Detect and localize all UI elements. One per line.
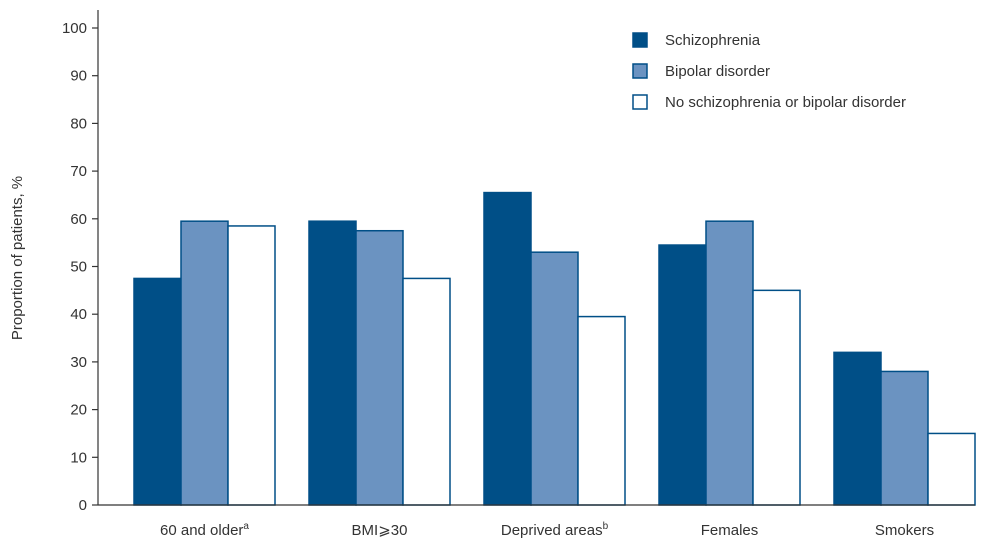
y-axis-title: Proportion of patients, % bbox=[9, 176, 26, 340]
bar-schizophrenia-4 bbox=[833, 351, 882, 506]
legend-swatch bbox=[632, 94, 648, 110]
x-category-label: BMI⩾30 bbox=[352, 522, 408, 539]
legend-swatch bbox=[632, 32, 648, 48]
bar-no-schizophrenia-or-bipolar-disorder-0 bbox=[227, 225, 276, 506]
bar-bipolar-disorder-2 bbox=[530, 251, 579, 506]
bar-schizophrenia-1 bbox=[308, 220, 357, 506]
bar-bipolar-disorder-1 bbox=[355, 229, 404, 506]
bar-schizophrenia-3 bbox=[658, 244, 707, 506]
bar-bipolar-disorder-4 bbox=[880, 370, 929, 506]
legend-label: Schizophrenia bbox=[665, 32, 761, 49]
bar-bipolar-disorder-0 bbox=[180, 220, 229, 506]
y-tick-label: 90 bbox=[70, 68, 87, 85]
x-category-label: Deprived areasb bbox=[501, 521, 609, 539]
bar-no-schizophrenia-or-bipolar-disorder-2 bbox=[577, 315, 626, 506]
x-axis: 60 and oldera BMI⩾30 Deprived areasb Female… bbox=[98, 504, 975, 539]
y-tick-label: 60 bbox=[70, 211, 87, 228]
bar-no-schizophrenia-or-bipolar-disorder-4 bbox=[927, 432, 976, 506]
bar-no-schizophrenia-or-bipolar-disorder-1 bbox=[402, 277, 451, 506]
y-tick-label: 50 bbox=[70, 259, 87, 276]
legend-swatch bbox=[632, 63, 648, 79]
y-tick-label: 10 bbox=[70, 449, 87, 466]
y-tick-label: 30 bbox=[70, 354, 87, 371]
bar-no-schizophrenia-or-bipolar-disorder-3 bbox=[752, 289, 801, 506]
y-tick-label: 0 bbox=[79, 497, 87, 514]
y-tick-label: 20 bbox=[70, 402, 87, 419]
x-category-label: 60 and oldera bbox=[160, 521, 249, 539]
y-tick-label: 100 bbox=[62, 20, 87, 37]
x-category-label: Females bbox=[701, 522, 759, 539]
y-axis: 0 10 20 30 40 50 60 70 80 90 100 bbox=[62, 10, 99, 514]
bar-schizophrenia-0 bbox=[133, 277, 182, 506]
y-tick-label: 40 bbox=[70, 306, 87, 323]
bars bbox=[133, 191, 976, 506]
legend-label: No schizophrenia or bipolar disorder bbox=[665, 94, 906, 111]
legend: Schizophrenia Bipolar disorder No schizoph… bbox=[632, 32, 906, 111]
legend-label: Bipolar disorder bbox=[665, 63, 770, 80]
y-tick-label: 80 bbox=[70, 115, 87, 132]
bar-schizophrenia-2 bbox=[483, 191, 532, 506]
x-category-label: Smokers bbox=[875, 522, 934, 539]
bar-bipolar-disorder-3 bbox=[705, 220, 754, 506]
y-tick-label: 70 bbox=[70, 163, 87, 180]
